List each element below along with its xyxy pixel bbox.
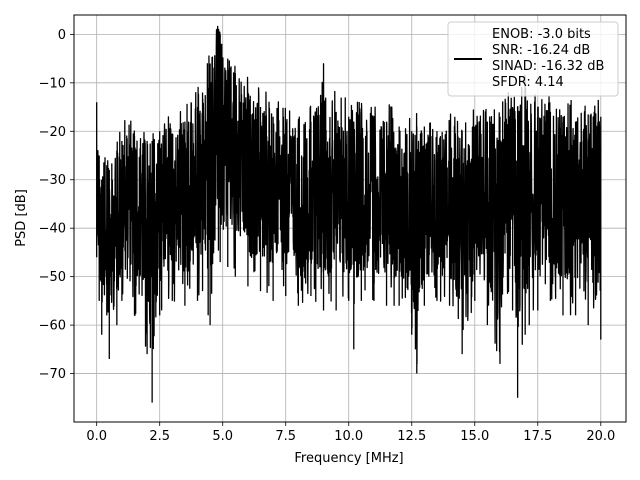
x-tick-label: 0.0 — [86, 429, 107, 444]
y-tick-label: −60 — [39, 319, 66, 334]
legend-line-snr: SNR: -16.24 dB — [492, 43, 590, 58]
x-tick-label: 10.0 — [334, 429, 363, 444]
legend-line-sfdr: SFDR: 4.14 — [492, 75, 564, 90]
y-tick-label: −50 — [39, 270, 66, 285]
y-tick-label: −20 — [39, 125, 66, 140]
legend-box — [447, 21, 619, 97]
y-axis-ticks: 0 −10 −20 −30 −40 −50 −60 −70 — [39, 28, 74, 382]
x-tick-label: 2.5 — [149, 429, 170, 444]
psd-line — [96, 25, 602, 403]
legend-line-enob: ENOB: -3.0 bits — [492, 27, 591, 42]
x-tick-label: 5.0 — [212, 429, 233, 444]
legend: ENOB: -3.0 bits SNR: -16.24 dB SINAD: -1… — [447, 21, 619, 97]
y-tick-label: −30 — [39, 173, 66, 188]
x-axis-label: Frequency [MHz] — [294, 451, 403, 466]
x-tick-label: 17.5 — [523, 429, 552, 444]
y-tick-label: −40 — [39, 222, 66, 237]
y-tick-label: 0 — [58, 28, 66, 43]
plot-frame — [73, 14, 627, 423]
x-axis-ticks: 0.0 2.5 5.0 7.5 10.0 12.5 15.0 17.5 20.0 — [86, 422, 615, 444]
y-axis-label: PSD [dB] — [14, 189, 29, 247]
x-tick-label: 15.0 — [460, 429, 489, 444]
x-tick-label: 20.0 — [586, 429, 615, 444]
y-tick-label: −10 — [39, 76, 66, 91]
legend-line-sinad: SINAD: -16.32 dB — [492, 59, 604, 74]
x-tick-label: 7.5 — [275, 429, 296, 444]
y-tick-label: −70 — [39, 367, 66, 382]
psd-series — [96, 25, 602, 403]
x-tick-label: 12.5 — [397, 429, 426, 444]
